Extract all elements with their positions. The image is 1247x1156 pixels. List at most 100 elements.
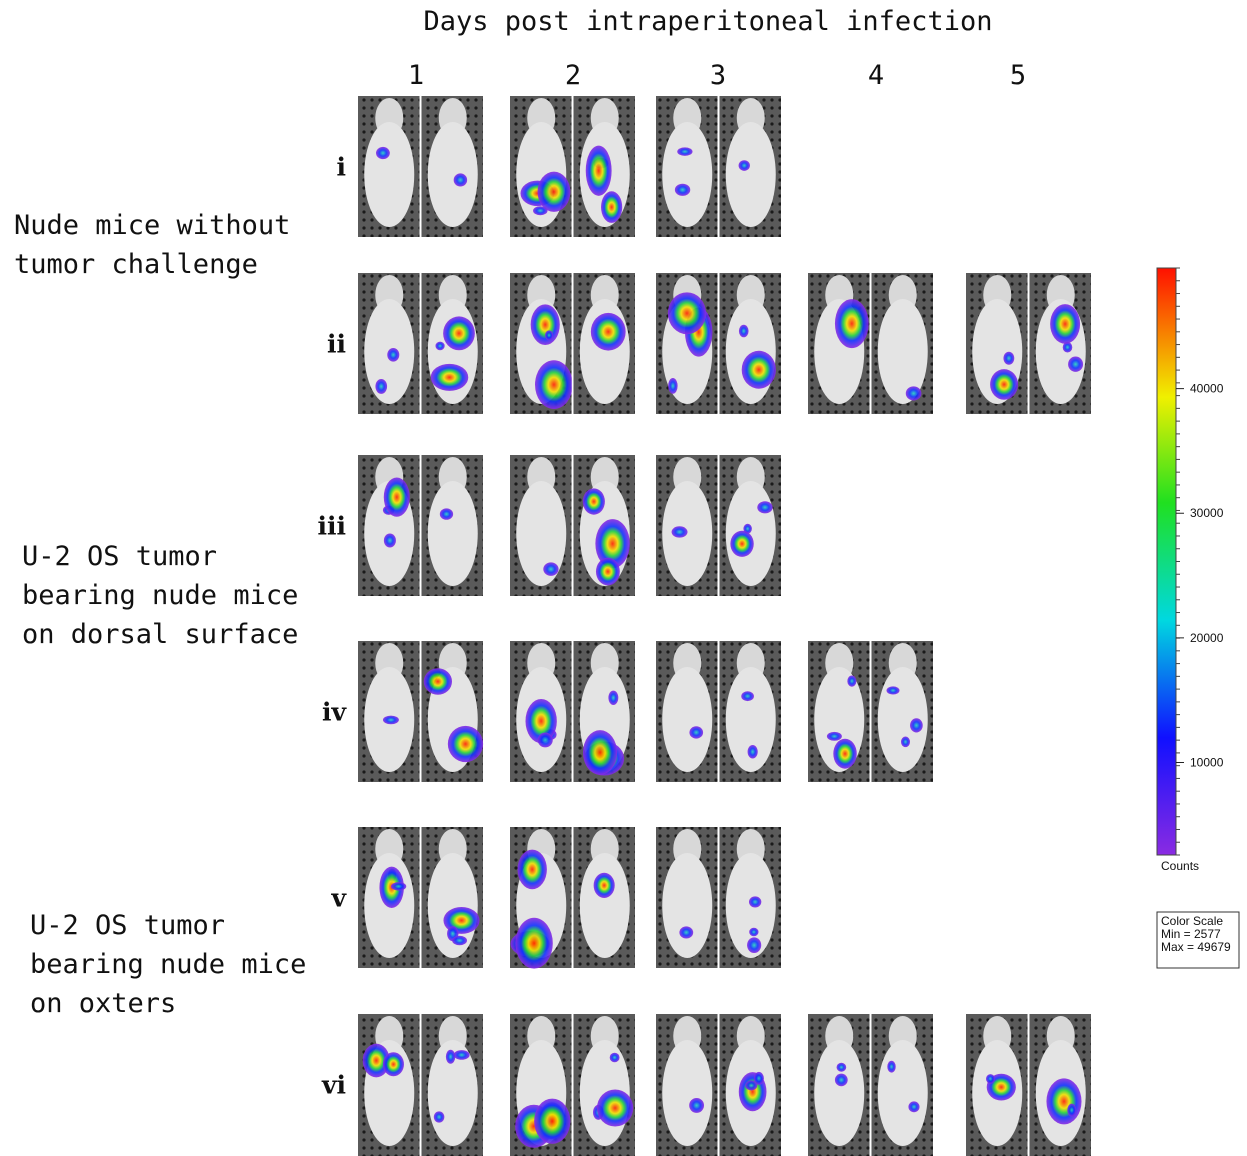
signal-spot: [1050, 304, 1080, 344]
group-label: U-2 OS tumor: [22, 541, 217, 572]
figure-title: Days post intraperitoneal infection: [424, 6, 993, 37]
mouse-panel: [656, 1014, 781, 1156]
signal-spot: [391, 882, 406, 890]
signal-spot: [675, 184, 690, 196]
row-label: iv: [322, 698, 347, 727]
row-label: ii: [327, 330, 346, 359]
color-bar: [1157, 268, 1176, 855]
signal-spot: [454, 1050, 470, 1060]
group-label: bearing nude mice: [30, 949, 306, 980]
mouse-body: [662, 853, 712, 958]
mouse-panel: [510, 827, 635, 969]
tick-label: 10000: [1190, 755, 1224, 769]
row-label: vi: [321, 1071, 346, 1100]
signal-spot: [689, 726, 703, 738]
mouse-panel: [358, 1014, 483, 1156]
figure: Days post intraperitoneal infection 1234…: [0, 0, 1247, 1156]
signal-spot: [757, 501, 772, 513]
signal-spot: [833, 739, 856, 769]
mouse-panel: [510, 273, 635, 414]
mouse-body: [878, 1040, 928, 1146]
signal-spot: [910, 718, 923, 732]
signal-spot: [906, 386, 922, 400]
scale-text: Min = 2577: [1161, 927, 1221, 941]
signal-spot: [986, 1074, 995, 1084]
signal-spot: [452, 936, 467, 946]
mouse-panel: [358, 641, 483, 782]
signal-spot: [747, 937, 761, 953]
mouse-body: [516, 481, 566, 586]
signal-spot: [545, 330, 553, 340]
signal-spot: [754, 1072, 764, 1085]
signal-spot: [586, 146, 612, 196]
signal-spot: [847, 676, 856, 687]
signal-spot: [583, 730, 617, 775]
signal-spot: [596, 558, 620, 586]
column-label: 5: [1010, 60, 1026, 91]
signal-spot: [517, 850, 546, 890]
signal-spot: [749, 928, 758, 937]
signal-spot: [672, 526, 688, 537]
signal-spot: [534, 1099, 570, 1144]
signal-spot: [383, 716, 399, 725]
mouse-body: [662, 481, 712, 586]
signal-spot: [668, 378, 678, 394]
signal-spot: [837, 1063, 847, 1072]
mouse-panel: [358, 273, 483, 414]
mouse-panel: [656, 827, 781, 968]
mouse-body: [878, 667, 928, 772]
signal-spot: [538, 172, 571, 212]
column-label: 3: [710, 60, 726, 91]
signal-spot: [531, 304, 560, 345]
mouse-panel: [358, 455, 483, 596]
mouse-panel: [656, 641, 781, 782]
mouse-body: [878, 299, 928, 404]
row-label: iii: [318, 512, 347, 541]
signal-spot: [448, 726, 483, 762]
mouse-panel: [808, 1014, 933, 1156]
signal-spot: [835, 1074, 848, 1087]
mouse-body: [662, 667, 712, 772]
mouse-body: [814, 1040, 864, 1146]
signal-spot: [601, 191, 622, 223]
signal-spot: [538, 733, 553, 748]
mouse-panel: [510, 1014, 635, 1156]
group-label: tumor challenge: [14, 249, 258, 280]
signal-spot: [610, 1053, 620, 1063]
signal-spot: [901, 737, 910, 748]
signal-spot: [431, 364, 469, 391]
signal-spot: [827, 732, 842, 741]
signal-spot: [1003, 352, 1014, 365]
signal-spot: [435, 342, 444, 351]
mouse-body: [662, 122, 712, 227]
signal-spot: [748, 745, 758, 758]
signal-spot: [739, 160, 750, 171]
group-label: on oxters: [30, 988, 176, 1019]
mouse-panel: [510, 455, 635, 596]
signal-spot: [597, 1089, 633, 1126]
signal-spot: [1046, 1078, 1081, 1124]
mouse-body: [428, 122, 478, 227]
column-label: 4: [868, 60, 884, 91]
signal-spot: [376, 147, 390, 159]
unit-label: Counts: [1161, 859, 1199, 873]
mouse-panel: [510, 641, 635, 782]
mouse-panel: [656, 455, 781, 596]
signal-spot: [384, 478, 410, 517]
group-label: bearing nude mice: [22, 580, 298, 611]
signal-spot: [990, 369, 1018, 400]
mouse-body: [726, 122, 776, 227]
group-label: on dorsal surface: [22, 619, 298, 650]
mouse-body: [662, 1040, 712, 1146]
group-label: U-2 OS tumor: [30, 910, 225, 941]
tick-label: 40000: [1190, 382, 1224, 396]
mouse-panel: [656, 96, 781, 237]
signal-spot: [689, 1098, 704, 1113]
mouse-panel: [808, 273, 933, 414]
group-label: Nude mice without: [14, 210, 290, 241]
row-label: v: [330, 884, 347, 913]
mouse-body: [580, 853, 630, 958]
mouse-body: [428, 481, 478, 586]
mouse-panel: [808, 641, 933, 782]
mouse-panel: [358, 96, 483, 237]
